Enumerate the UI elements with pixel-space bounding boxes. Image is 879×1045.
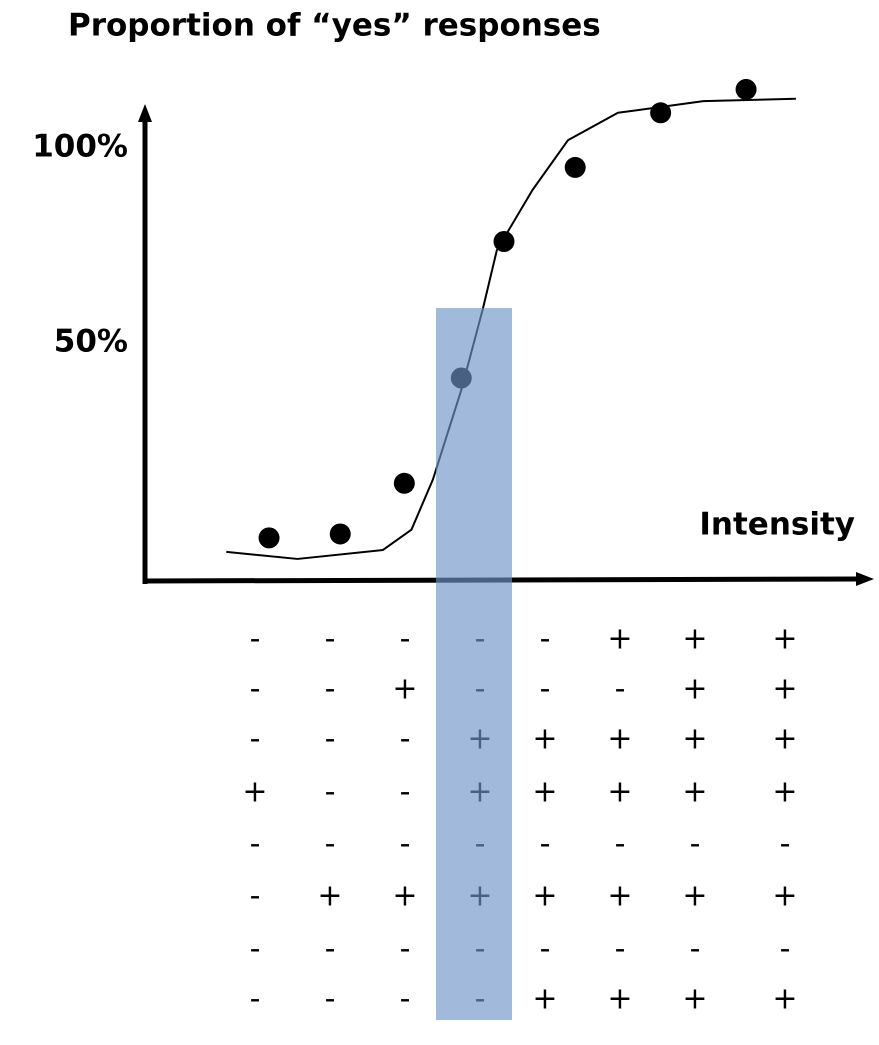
response-mark: -	[690, 827, 701, 862]
response-mark: +	[772, 722, 797, 757]
response-mark: -	[615, 932, 626, 967]
response-mark: +	[682, 775, 707, 810]
response-mark: -	[540, 932, 551, 967]
response-mark: -	[325, 722, 336, 757]
response-mark: +	[682, 982, 707, 1017]
response-mark: +	[607, 775, 632, 810]
response-mark: +	[772, 622, 797, 657]
data-point	[735, 78, 757, 100]
response-mark: +	[772, 879, 797, 914]
response-mark: -	[400, 932, 411, 967]
data-point	[258, 527, 280, 549]
response-mark: -	[400, 775, 411, 810]
response-mark: +	[607, 722, 632, 757]
response-mark: -	[250, 932, 261, 967]
response-mark: -	[325, 672, 336, 707]
response-mark: +	[682, 722, 707, 757]
response-mark: -	[540, 827, 551, 862]
response-mark: -	[250, 879, 261, 914]
response-mark: +	[532, 982, 557, 1017]
response-mark: -	[690, 932, 701, 967]
response-mark: -	[400, 827, 411, 862]
chart-title: Proportion of “yes” responses	[68, 8, 601, 44]
response-mark: -	[325, 932, 336, 967]
response-mark: -	[250, 982, 261, 1017]
y-tick-label: 50%	[54, 323, 128, 359]
response-mark: +	[607, 982, 632, 1017]
response-mark: -	[780, 827, 791, 862]
response-mark: +	[532, 775, 557, 810]
response-mark: +	[772, 982, 797, 1017]
highlight-band	[436, 308, 512, 1020]
data-point	[393, 472, 415, 494]
response-mark: -	[400, 722, 411, 757]
response-mark: -	[325, 982, 336, 1017]
response-mark: +	[682, 622, 707, 657]
data-point	[329, 523, 351, 545]
response-mark: +	[682, 879, 707, 914]
response-mark: -	[615, 672, 626, 707]
response-mark: +	[392, 672, 417, 707]
response-mark: -	[325, 622, 336, 657]
response-mark: -	[540, 672, 551, 707]
response-mark: +	[682, 672, 707, 707]
response-mark: +	[772, 672, 797, 707]
response-mark: -	[250, 672, 261, 707]
response-mark: +	[532, 722, 557, 757]
response-mark: +	[532, 879, 557, 914]
data-point	[493, 230, 515, 252]
response-mark: +	[607, 879, 632, 914]
response-mark: +	[772, 775, 797, 810]
response-mark: -	[325, 775, 336, 810]
response-mark: -	[250, 622, 261, 657]
response-mark: +	[242, 775, 267, 810]
y-tick-label: 100%	[32, 128, 128, 164]
response-mark: -	[615, 827, 626, 862]
response-mark: -	[250, 827, 261, 862]
response-mark: +	[607, 622, 632, 657]
x-axis-arrow	[856, 572, 874, 586]
x-axis-label: Intensity	[699, 507, 855, 543]
y-axis-arrow	[138, 104, 152, 122]
response-mark: -	[250, 722, 261, 757]
data-point	[564, 156, 586, 178]
response-mark: -	[325, 827, 336, 862]
data-point	[650, 102, 672, 124]
response-mark: -	[400, 982, 411, 1017]
response-mark: +	[317, 879, 342, 914]
response-mark: +	[392, 879, 417, 914]
response-mark: -	[540, 622, 551, 657]
response-mark: -	[400, 622, 411, 657]
response-mark: -	[780, 932, 791, 967]
